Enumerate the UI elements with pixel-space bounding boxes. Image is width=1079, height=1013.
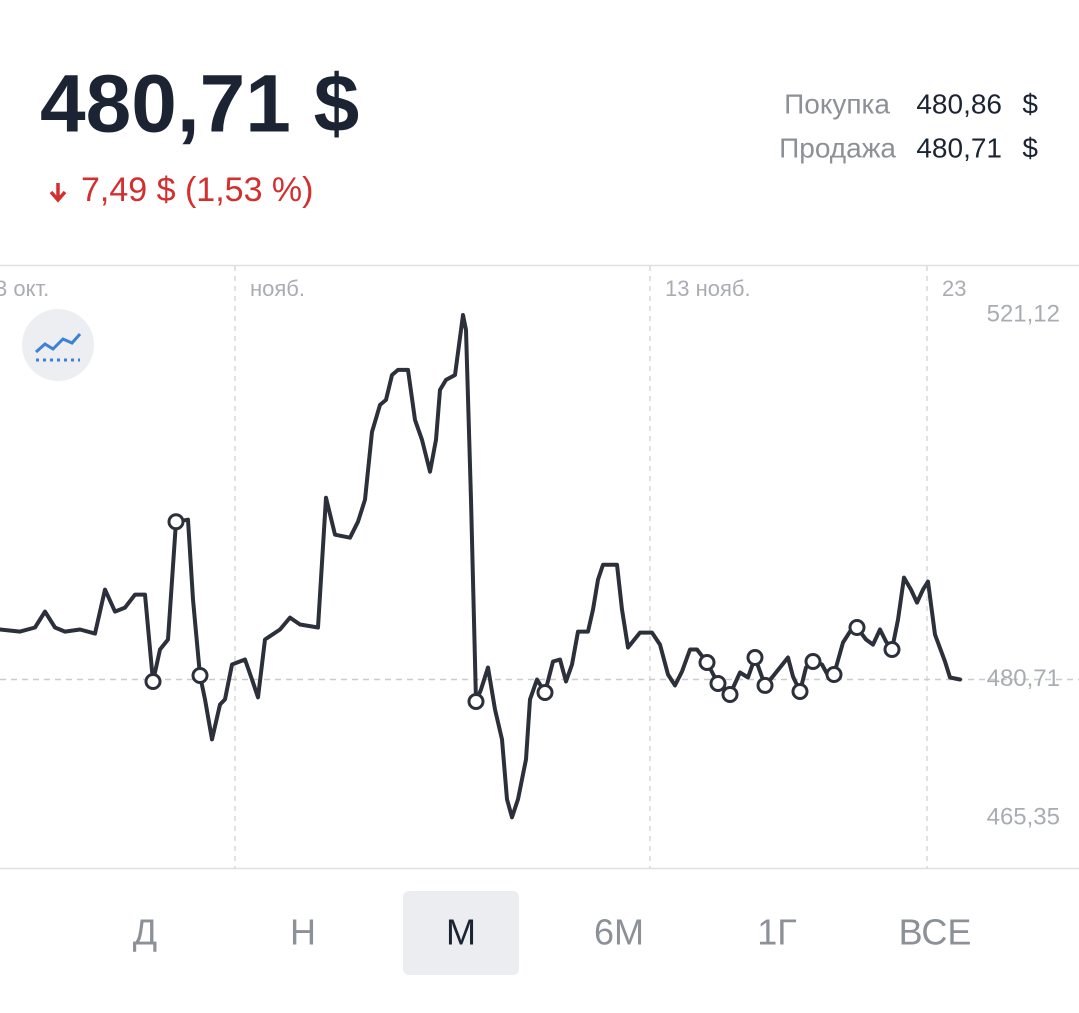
quote-currency: $ — [1022, 88, 1038, 119]
period-tab[interactable]: 6М — [594, 912, 644, 953]
price: 480,71 $ — [40, 59, 359, 150]
trade-marker — [536, 683, 554, 701]
x-tick-label: 23 — [942, 276, 966, 301]
trade-marker — [144, 672, 162, 690]
x-tick-label: 13 нояб. — [665, 276, 751, 301]
trade-marker — [698, 654, 716, 672]
trade-marker — [746, 648, 764, 666]
x-tick-label: 3 окт. — [0, 276, 49, 301]
period-tab[interactable]: ВСЕ — [899, 912, 972, 953]
y-tick-label: 521,12 — [987, 300, 1060, 327]
period-tab[interactable]: Н — [290, 912, 316, 953]
y-tick-label: 480,71 — [987, 665, 1060, 692]
quote-label: Покупка — [784, 88, 890, 119]
trade-marker — [883, 641, 901, 659]
trade-marker — [167, 513, 185, 531]
trade-marker — [756, 676, 774, 694]
quote-currency: $ — [1022, 132, 1038, 163]
trade-marker — [721, 685, 739, 703]
trade-marker — [804, 653, 822, 671]
tab-selected-bg — [403, 891, 519, 975]
price-change: 7,49 $ (1,53 %) — [81, 171, 313, 209]
trade-marker — [191, 667, 209, 685]
price-line-series — [0, 313, 962, 820]
trade-marker — [709, 674, 727, 692]
period-tab[interactable]: М — [446, 912, 476, 953]
period-tab[interactable]: Д — [133, 912, 157, 953]
period-tab[interactable]: 1Г — [757, 912, 797, 953]
quote-value: 480,86 — [916, 88, 1002, 119]
x-tick-label: нояб. — [250, 276, 305, 301]
trade-marker — [848, 619, 866, 637]
quote-value: 480,71 — [916, 132, 1002, 163]
icon — [35, 333, 82, 354]
y-tick-label: 465,35 — [987, 803, 1060, 830]
chart-type-button[interactable] — [22, 309, 94, 381]
trade-marker — [467, 692, 485, 710]
trade-marker — [825, 666, 843, 684]
plot: 3 окт. нояб. 13 нояб. 23 521,12 480,71 465,35 — [0, 266, 1079, 868]
down-arrow — [49, 183, 67, 203]
quote-label: Продажа — [779, 132, 896, 163]
trade-marker — [791, 682, 809, 700]
